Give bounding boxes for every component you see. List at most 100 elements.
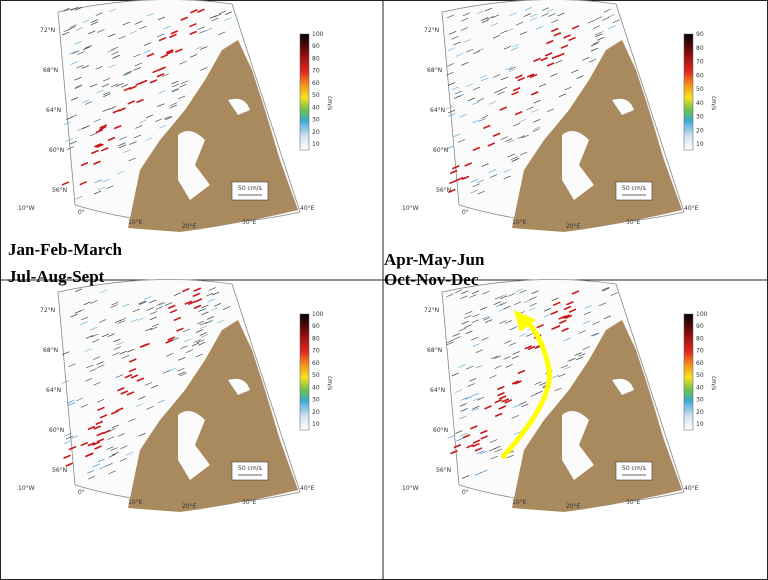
vector [551,54,560,60]
vector [106,446,114,450]
vector [63,28,71,33]
vector [592,25,601,29]
vector [550,27,559,33]
lon-label: 0° [78,209,85,216]
vector [476,98,485,102]
vector [200,46,208,50]
vector [454,90,463,95]
panel: 72°N 68°N 64°N 60°N 56°N 10°W 0° 10°E 20°E 30°E 40… [384,270,717,512]
vector [96,143,104,149]
vector [120,445,128,450]
vector [178,357,186,361]
panel-title: Jul-Aug-Sept [8,267,105,286]
vector [544,52,553,57]
vector [531,109,539,113]
vector [61,380,70,384]
vector [68,402,76,406]
vector [179,84,187,88]
vector [199,332,208,336]
vector [163,25,171,30]
vector [101,83,110,88]
vector [533,119,541,123]
scale-box [615,461,653,481]
vector [460,295,468,299]
vector [494,355,502,359]
vector [519,151,528,156]
vector [114,319,122,324]
lat-label: 60°N [49,147,64,154]
vector [157,399,166,404]
vector [592,40,600,45]
colorbar-tick: 10 [696,421,704,428]
scale-box [231,461,269,481]
vector [108,454,116,458]
vector [574,352,582,356]
vector [598,302,606,307]
vector [448,109,456,114]
vector [165,116,173,121]
vector [457,139,465,143]
scale-label: 50 cm/s [622,465,646,472]
vector [96,89,104,94]
vector [195,46,203,50]
vector [509,342,517,346]
vector [515,288,524,293]
vector [451,36,459,40]
vector [590,47,598,52]
vector [526,106,534,111]
vector [90,333,99,338]
vector [69,140,77,145]
vector [601,17,610,21]
vector [447,82,456,86]
colorbar-tick: 70 [312,348,320,355]
vector [503,45,512,50]
vector [108,470,116,474]
vector [164,302,173,306]
vector [97,458,105,463]
vector [182,328,191,333]
vector [603,8,611,13]
vector [512,351,520,355]
vector [105,462,113,467]
vector [108,106,117,110]
vector [578,353,586,357]
colorbar-tick: 50 [312,92,320,99]
vector [475,364,483,369]
vector [69,24,77,29]
vector [557,12,565,17]
vector [497,391,505,397]
vector [82,99,90,104]
vector [111,46,119,51]
panel-title: Apr-May-Jun [384,250,485,269]
colorbar-tick: 40 [312,384,320,391]
vector [135,125,143,129]
colorbar-tick: 20 [696,409,704,416]
vector [546,8,555,13]
colorbar-unit: cm/s [326,96,333,110]
vector [136,98,144,104]
vector [525,6,533,11]
scale-label: 50 cm/s [238,465,262,472]
vector [75,196,83,200]
vector [108,64,116,68]
vector [558,373,566,378]
vector [171,88,180,93]
vector [87,442,96,447]
scale-box [615,181,653,201]
vector [171,337,179,341]
colorbar-tick: 70 [312,68,320,75]
vector [144,382,152,386]
vector [102,108,110,112]
vector [159,302,167,306]
vector [461,17,469,22]
vector [529,296,537,301]
vector [511,325,520,329]
vector [510,156,519,160]
vector [92,441,100,446]
vector [446,14,455,19]
vector [92,339,100,343]
vector [142,342,150,348]
vector [156,302,164,306]
vector [165,353,174,357]
vector [122,72,130,76]
